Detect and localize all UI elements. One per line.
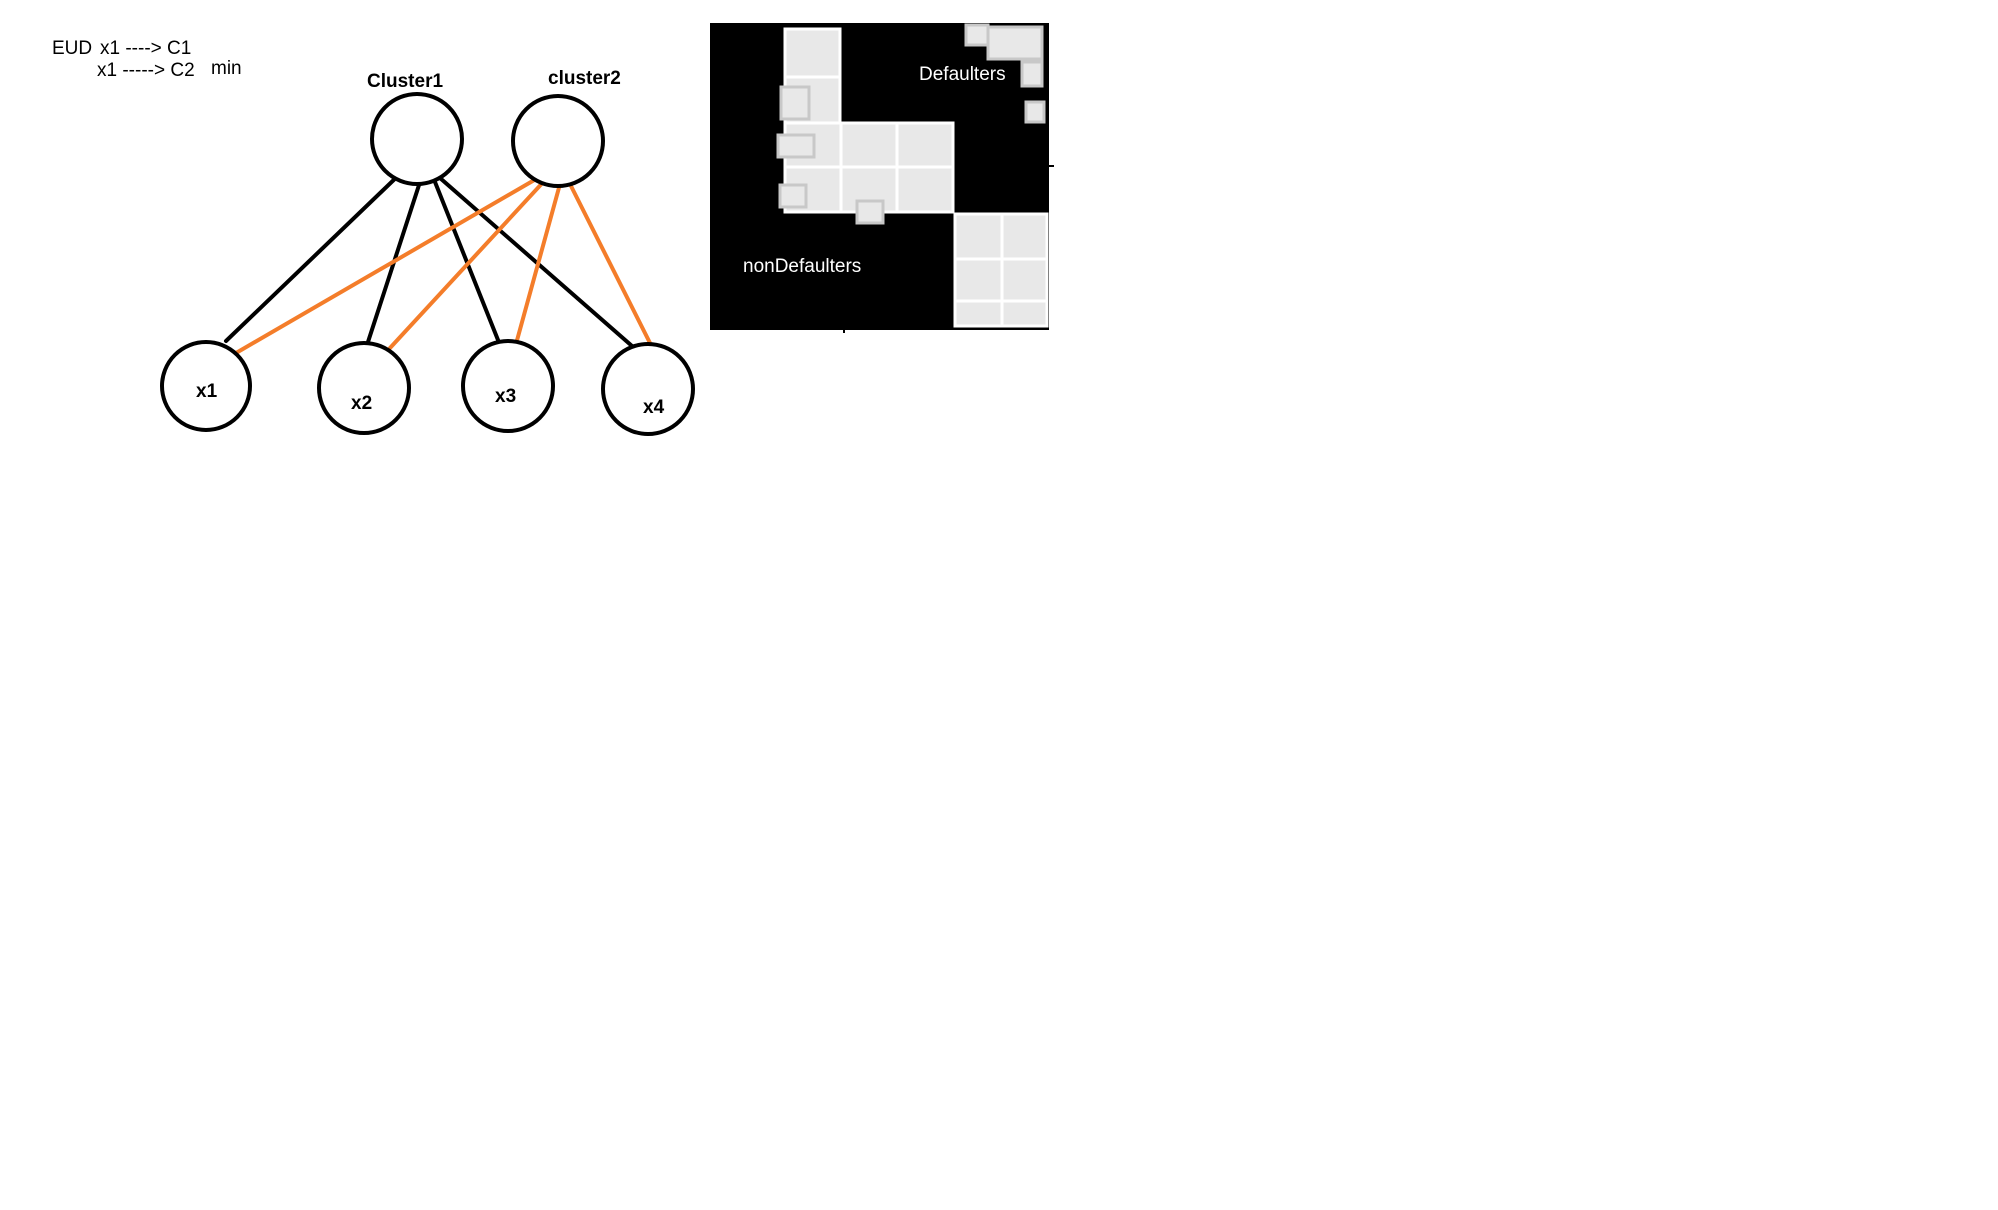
note-line-2: x1 -----> C2: [97, 60, 195, 81]
node-x3: [461, 339, 555, 433]
matrix-small-cell: [779, 85, 811, 121]
note-eud-prefix: EUD: [52, 38, 92, 59]
matrix-small-cell: [776, 133, 816, 159]
cluster2-node: [511, 94, 605, 188]
matrix-cell: [1000, 299, 1049, 328]
matrix-cell: [783, 27, 842, 79]
node-x4: [601, 342, 695, 436]
node-x1: [160, 340, 252, 432]
matrix-cell: [895, 165, 955, 214]
cluster-matrix: Defaulters nonDefaulters: [710, 23, 1054, 333]
matrix-cell: [839, 121, 899, 169]
edge-cluster2-x3: [514, 182, 562, 346]
edge-cluster1-x1: [224, 170, 404, 343]
matrix-small-cell: [855, 199, 885, 225]
matrix-small-cell: [964, 23, 990, 47]
cluster2-title: cluster2: [548, 68, 621, 89]
matrix-cell: [895, 121, 955, 169]
node-x1-label: x1: [196, 381, 218, 402]
edge-cluster2-x1: [234, 173, 545, 355]
defaulters-label: Defaulters: [919, 64, 1006, 85]
node-x3-label: x3: [495, 386, 516, 407]
matrix-small-cell: [1020, 60, 1044, 88]
matrix-cell: [1000, 257, 1049, 303]
matrix-cell: [953, 257, 1004, 303]
matrix-small-cell: [1024, 100, 1046, 124]
nondefaulters-label: nonDefaulters: [743, 256, 861, 277]
cluster1-title: Cluster1: [367, 71, 443, 92]
edge-cluster2-x2: [388, 176, 549, 350]
edge-cluster1-x4: [438, 176, 634, 348]
matrix-cell: [953, 212, 1004, 261]
cluster-nodes: Cluster1 cluster2: [367, 68, 621, 188]
node-x2-label: x2: [351, 393, 372, 414]
edge-cluster2-x4: [568, 182, 654, 349]
node-x4-label: x4: [643, 397, 665, 418]
edges: [224, 170, 654, 355]
cluster1-node: [370, 92, 464, 186]
matrix-cell: [953, 299, 1004, 328]
data-point-nodes: x1 x2 x3 x4: [160, 339, 695, 436]
note-min: min: [211, 58, 242, 79]
matrix-cell: [1000, 212, 1049, 261]
notes: EUD x1 ----> C1 x1 -----> C2 min: [52, 38, 242, 81]
note-line-1: x1 ----> C1: [100, 38, 191, 59]
matrix-small-cell: [778, 183, 808, 209]
node-x2: [317, 341, 411, 435]
matrix-small-cell: [986, 25, 1044, 61]
